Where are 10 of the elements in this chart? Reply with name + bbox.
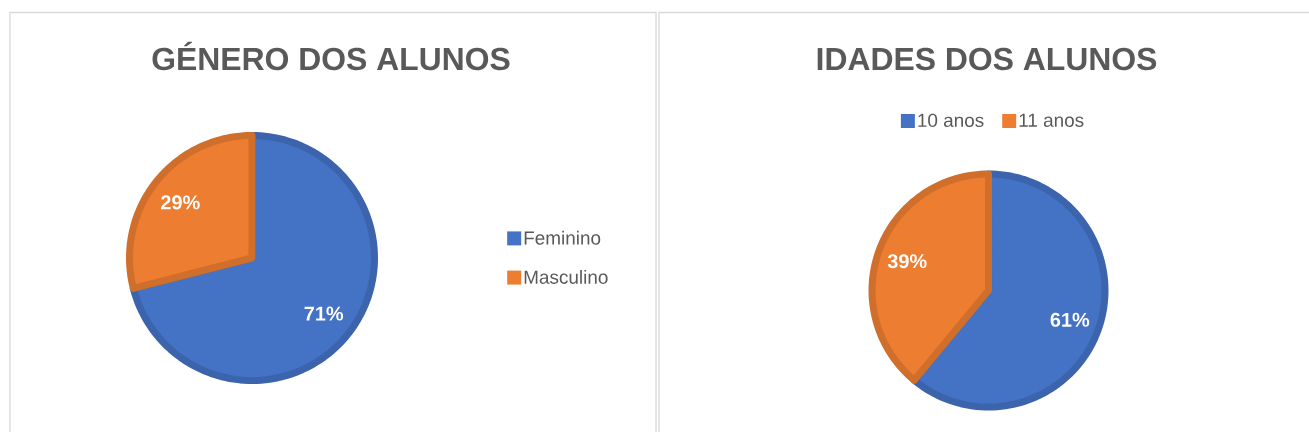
data-label: 39% xyxy=(887,254,927,269)
chart-title: GÉNERO DOS ALUNOS xyxy=(152,41,510,71)
legend-label: Masculino xyxy=(524,269,608,284)
data-label: 61% xyxy=(1050,312,1090,327)
legend-label: 10 anos xyxy=(918,113,984,128)
chart-title: IDADES DOS ALUNOS xyxy=(817,47,1157,71)
data-label: 71% xyxy=(304,306,344,321)
data-label: 29% xyxy=(161,195,200,210)
legend-label: Feminino xyxy=(524,230,601,245)
legend-label: 11 anos xyxy=(1019,113,1084,127)
